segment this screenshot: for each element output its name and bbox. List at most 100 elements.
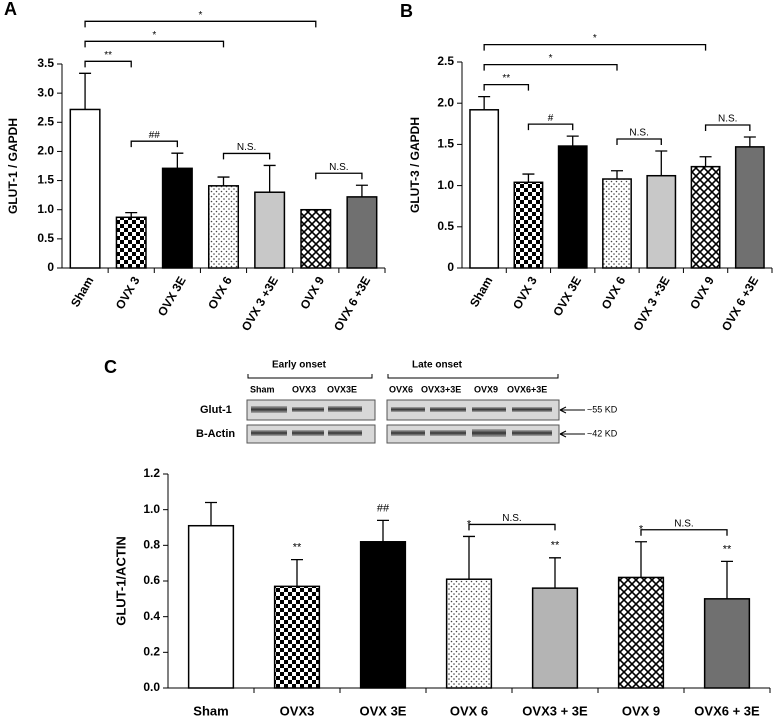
x-tick-label: OVX 9 [622,703,660,718]
error-bar [743,136,756,147]
bar [469,109,500,269]
bar [359,541,407,689]
y-tick-label: 0.8 [143,538,160,552]
error-bar [79,72,92,110]
row-label: B-Actin [196,428,235,440]
y-tick-label: 0 [447,260,454,274]
significance-bracket [222,152,271,160]
significance-label: N.S. [329,162,348,173]
bar [557,145,588,269]
size-label: ~42 KD [587,428,618,438]
y-tick-label: 0.5 [437,219,454,233]
significance-bracket [616,138,662,145]
lane-label: Sham [250,384,275,394]
y-tick-label: 2.5 [437,54,454,68]
error-bar [699,156,712,167]
x-tick-label: OVX 3E [550,274,584,319]
y-tick-label: 1.2 [143,466,160,480]
significance-bracket [315,172,363,180]
error-bar [291,558,303,587]
significance-label: ## [377,502,390,514]
x-tick-label: OVX 6 +3E [331,274,373,333]
x-tick-label: OVX 3 +3E [630,274,672,333]
lane-label: OVX6+3E [507,384,547,394]
significance-bracket [640,529,728,536]
error-bar [355,184,368,197]
bar [690,165,721,269]
error-bar [611,170,623,180]
bar [161,167,193,269]
error-bar [463,535,475,580]
bar [617,576,665,689]
bar [254,191,286,269]
x-tick-label: OVX 6 +3E [719,274,761,333]
y-tick-label: 0.2 [143,645,160,659]
panel-label: A [4,0,17,19]
group-label: Early onset [272,360,327,371]
lane-label: OVX3E [327,384,357,394]
western-blot: Early onset Late onset Sham OVX3 OVX3E O… [196,360,618,444]
error-bar [263,164,276,193]
y-tick-label: 3.5 [37,56,54,70]
error-bar [478,95,491,110]
significance-bracket [483,43,707,51]
error-bar [171,152,184,169]
x-tick-label: Sham [193,703,228,718]
x-tick-label: OVX 9 [687,274,717,312]
significance-bracket [483,83,530,91]
error-bar [655,150,668,176]
bar [602,178,632,269]
bar [346,196,378,269]
bar [703,598,751,689]
row-label: Glut-1 [200,404,232,416]
error-bar [522,173,535,183]
lane-label: OVX9 [474,384,498,394]
error-bar [549,557,561,589]
bar [187,524,235,689]
x-tick-label: OVX 3 +3E [239,274,281,333]
significance-bracket [704,124,751,131]
significance-label: N.S. [629,128,648,139]
error-bar [205,501,217,526]
y-tick-label: 3.0 [37,85,54,99]
significance-label: ** [104,50,112,61]
significance-label: N.S. [718,114,737,125]
error-bar [566,135,579,147]
y-tick-label: 2.0 [37,144,54,158]
y-axis-label: GLUT-1/ACTIN [113,536,128,626]
significance-label: ** [723,543,732,555]
x-tick-label: OVX 3 [510,274,540,312]
significance-label: N.S. [237,142,256,153]
bar [69,108,101,269]
bar [300,208,332,269]
significance-label: ** [551,540,560,552]
y-tick-label: 0 [47,260,54,274]
group-label: Late onset [412,360,463,371]
x-tick-label: OVX3 [280,703,315,718]
significance-label: ## [149,130,161,141]
y-axis-label: GLUT-1 / GAPDH [6,118,20,214]
panel-label: C [104,357,117,377]
significance-label: ** [502,73,510,84]
lane-label: OVX3+3E [421,384,461,394]
bar [646,174,677,269]
lane-label: OVX6 [389,384,413,394]
x-tick-label: OVX 3E [155,274,189,319]
arrow [559,406,585,438]
significance-bracket [84,40,225,48]
size-label: ~55 KD [587,404,618,414]
significance-label: * [593,33,597,44]
x-tick-label: OVX 6 [450,703,488,718]
y-tick-label: 1.0 [143,502,160,516]
x-tick-label: OVX 6 [599,274,629,312]
bar [734,146,765,269]
bar [531,587,579,689]
x-tick-label: OVX 3E [360,703,407,718]
significance-label: N.S. [502,513,521,524]
bar [115,216,147,269]
y-tick-label: 1.5 [437,137,454,151]
significance-label: ** [293,542,302,554]
y-tick-label: 0.6 [143,573,160,587]
y-tick-label: 1.0 [437,178,454,192]
bar [273,585,321,689]
